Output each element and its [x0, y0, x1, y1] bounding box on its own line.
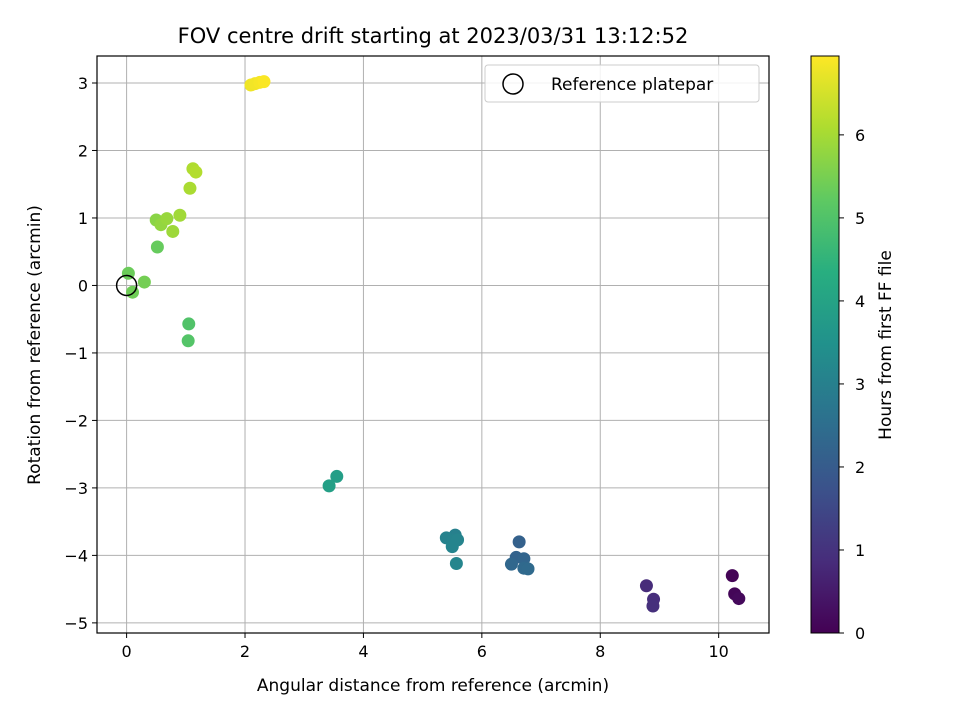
- y-tick-label: −4: [64, 546, 88, 565]
- scatter-point: [173, 208, 187, 222]
- colorbar-tick-label: 0: [855, 624, 865, 643]
- scatter-point: [512, 535, 526, 549]
- scatter-point: [330, 469, 344, 483]
- scatter-point: [639, 579, 653, 593]
- scatter-point: [449, 556, 463, 570]
- scatter-point: [137, 275, 151, 289]
- colorbar-label: Hours from first FF file: [876, 250, 896, 440]
- colorbar: 0 1 2 3 4 5 6 Hours from first FF file: [810, 55, 896, 643]
- plot-frame: [96, 55, 770, 634]
- scatter-point: [166, 224, 180, 238]
- y-tick-label: 0: [78, 276, 88, 295]
- scatter-point: [521, 562, 535, 576]
- scatter-point: [445, 540, 459, 554]
- x-tick-label: 10: [708, 642, 728, 661]
- x-axis-label: Angular distance from reference (arcmin): [257, 676, 609, 696]
- x-tick-label: 0: [122, 642, 132, 661]
- y-tick-label: 1: [78, 209, 88, 228]
- scatter-point: [646, 599, 660, 613]
- colorbar-tick-label: 6: [855, 126, 865, 145]
- colorbar-tick-label: 4: [855, 292, 865, 311]
- chart-title: FOV centre drift starting at 2023/03/31 …: [178, 24, 689, 48]
- colorbar-tick-label: 1: [855, 541, 865, 560]
- data-points: [121, 75, 746, 613]
- legend: Reference platepar: [484, 64, 760, 103]
- scatter-point: [160, 212, 174, 226]
- x-tick-label: 2: [240, 642, 250, 661]
- scatter-point: [725, 569, 739, 583]
- scatter-point: [181, 334, 195, 348]
- y-tick-label: −1: [64, 344, 88, 363]
- y-tick-label: −3: [64, 479, 88, 498]
- x-tick-label: 6: [477, 642, 487, 661]
- x-tick-label: 4: [358, 642, 368, 661]
- scatter-point: [257, 75, 271, 89]
- y-tick-label: −5: [64, 614, 88, 633]
- x-axis-ticks: 0 2 4 6 8 10: [122, 633, 729, 661]
- legend-box: [484, 64, 760, 103]
- colorbar-tick-label: 5: [855, 209, 865, 228]
- colorbar-tick-label: 2: [855, 458, 865, 477]
- colorbar-gradient: [810, 55, 840, 634]
- legend-label: Reference platepar: [551, 75, 713, 95]
- x-tick-label: 8: [595, 642, 605, 661]
- reference-marker: [115, 274, 138, 297]
- scatter-point: [150, 240, 164, 254]
- y-tick-label: 3: [78, 74, 88, 93]
- scatter-point: [182, 317, 196, 331]
- scatter-point: [504, 557, 518, 571]
- y-axis-label: Rotation from reference (arcmin): [25, 205, 45, 485]
- scatter-point: [732, 592, 746, 606]
- legend-marker: [502, 73, 524, 95]
- y-tick-label: −2: [64, 411, 88, 430]
- scatter-point: [322, 479, 336, 493]
- scatter-point: [189, 165, 203, 179]
- y-tick-label: 2: [78, 141, 88, 160]
- y-axis-ticks: −5 −4 −3 −2 −1 0 1 2 3: [64, 74, 97, 633]
- scatter-point: [517, 552, 531, 566]
- grid-lines: [97, 56, 769, 633]
- colorbar-tick-label: 3: [855, 375, 865, 394]
- colorbar-ticks: 0 1 2 3 4 5 6: [839, 126, 865, 643]
- scatter-point: [183, 181, 197, 195]
